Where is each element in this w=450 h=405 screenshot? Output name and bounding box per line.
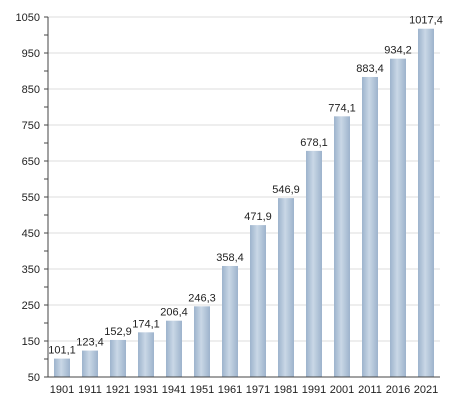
x-tick-label: 1951 (190, 384, 214, 396)
bar-1901 (54, 358, 70, 377)
data-label: 358,4 (216, 252, 244, 264)
data-label: 246,3 (188, 292, 216, 304)
bar-1921 (110, 339, 126, 377)
data-label: 471,9 (244, 211, 272, 223)
bar-2011 (362, 76, 378, 377)
bar-1991 (306, 150, 322, 377)
x-tick-label: 2001 (330, 384, 354, 396)
bar-1911 (82, 350, 98, 377)
data-label: 934,2 (384, 45, 412, 57)
y-tick-label: 150 (22, 336, 40, 348)
y-tick-label: 50 (28, 372, 40, 384)
y-tick-label: 550 (22, 192, 40, 204)
data-label: 123,4 (76, 337, 104, 349)
x-tick-label: 1901 (50, 384, 74, 396)
y-tick-label: 950 (22, 48, 40, 60)
y-tick-label: 1050 (16, 12, 40, 24)
bar-2021 (418, 28, 434, 378)
bar-1951 (194, 306, 210, 377)
bar-1971 (250, 225, 266, 377)
x-tick-label: 2016 (386, 384, 410, 396)
bar-1981 (278, 198, 294, 377)
x-tick-label: 2021 (414, 384, 438, 396)
y-tick-label: 650 (22, 156, 40, 168)
bar-1941 (166, 320, 182, 377)
x-tick-label: 1991 (302, 384, 326, 396)
x-tick-label: 1971 (246, 384, 270, 396)
x-tick-label: 1931 (134, 384, 158, 396)
bar-1931 (138, 332, 154, 377)
bar-2016 (390, 58, 406, 378)
x-tick-label: 1961 (218, 384, 242, 396)
bar-1961 (222, 265, 238, 377)
data-label: 1017,4 (409, 15, 443, 27)
data-label: 774,1 (328, 102, 356, 114)
data-label: 883,4 (356, 63, 384, 75)
x-tick-label: 2011 (358, 384, 382, 396)
x-tick-label: 1941 (162, 384, 186, 396)
data-label: 546,9 (272, 184, 300, 196)
data-label: 174,1 (132, 318, 160, 330)
x-tick-label: 1981 (274, 384, 298, 396)
x-tick-label: 1911 (78, 384, 102, 396)
y-tick-label: 850 (22, 84, 40, 96)
y-tick-label: 250 (22, 300, 40, 312)
y-tick-label: 750 (22, 120, 40, 132)
y-tick-label: 350 (22, 264, 40, 276)
x-tick-label: 1921 (106, 384, 130, 396)
data-label: 678,1 (300, 137, 328, 149)
data-label: 206,4 (160, 307, 188, 319)
data-label: 152,9 (104, 326, 132, 338)
y-tick-label: 450 (22, 228, 40, 240)
bar-2001 (334, 116, 350, 377)
data-label: 101,1 (48, 345, 76, 357)
